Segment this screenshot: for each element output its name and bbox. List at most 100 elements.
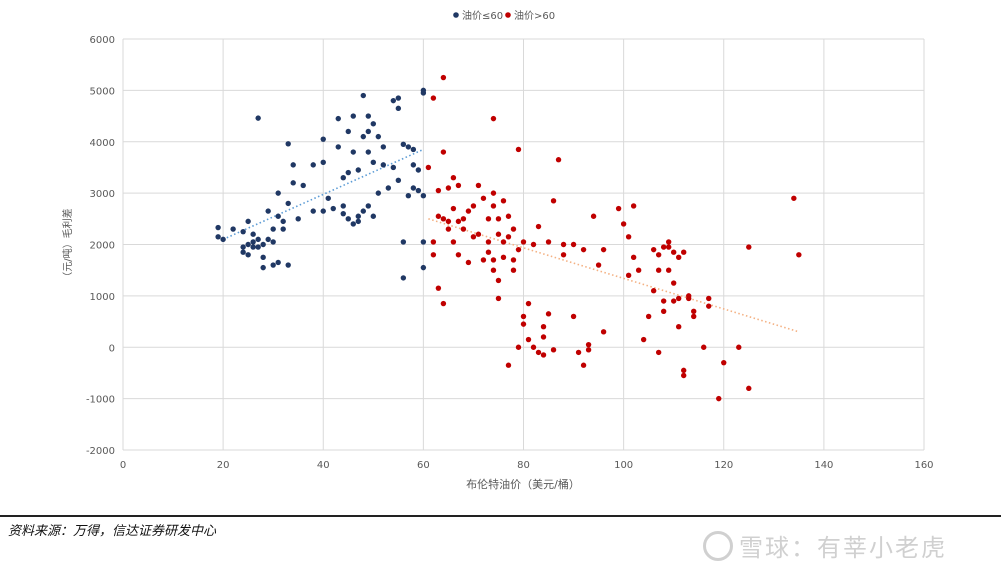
data-point [350,149,356,155]
footer-divider [0,515,1001,517]
data-point [525,300,532,307]
x-tick-label: 100 [614,460,633,471]
data-point [340,203,346,209]
data-point [590,213,597,219]
y-tick-label: 6000 [90,35,115,46]
data-point [475,182,482,189]
data-point [681,372,687,379]
data-point [350,221,356,227]
data-point [746,385,752,392]
y-tick-label: -1000 [86,395,115,406]
data-point [340,175,346,181]
data-point [440,74,447,81]
data-point [625,272,632,279]
y-tick-label: 3000 [90,189,115,200]
data-point [655,267,662,273]
data-point [325,195,331,201]
data-point [455,182,462,189]
data-point [681,249,687,255]
trendlines [222,148,800,333]
data-point [470,203,477,209]
data-point [365,128,372,135]
data-point [370,213,377,219]
data-point [440,216,447,222]
data-point [665,244,672,250]
data-point [255,115,261,121]
data-point [295,216,301,222]
data-point [691,308,697,314]
data-point [635,267,642,273]
data-point [796,252,802,258]
data-point [560,252,567,258]
source-note: 资料来源：万得，信达证券研发中心 [8,524,217,539]
data-point [675,254,682,261]
data-point [385,185,392,191]
data-point [670,298,677,304]
data-point [485,249,492,255]
data-point [360,133,366,140]
x-tick-label: 20 [217,460,230,471]
data-point [670,280,677,286]
data-point [505,234,512,240]
data-point [520,313,527,320]
data-point [220,236,226,243]
data-point [215,224,221,231]
data-point [405,192,412,199]
data-point [545,239,552,245]
data-point [275,213,281,219]
data-point [455,218,462,225]
data-point [650,246,657,253]
data-point [245,241,251,248]
data-point [475,231,482,237]
data-point [550,198,557,204]
data-point [465,208,472,214]
data-point [355,213,361,219]
data-point [520,239,527,245]
y-tick-label: 1000 [90,292,115,303]
data-point [645,313,652,320]
data-point [540,352,547,358]
x-tick-label: 60 [417,460,430,471]
data-point [330,205,336,212]
data-point [290,162,296,168]
data-point [490,203,497,209]
watermark: 雪球：有莘小老虎 [703,528,947,564]
data-point [435,213,442,219]
data-point [736,344,742,350]
data-point [510,257,517,263]
data-point [495,231,502,237]
data-point [555,157,562,163]
data-point [495,295,502,302]
data-point [460,216,467,222]
data-point [665,267,672,273]
data-point [445,185,452,191]
data-point [245,252,251,258]
data-point [675,295,682,302]
data-point [390,164,397,171]
data-point [400,275,407,281]
data-point [510,226,517,232]
data-point [540,324,547,330]
data-point [716,395,722,402]
data-point [420,87,427,94]
data-point [450,239,457,245]
y-axis-ticks: -2000 -1000 0 1000 2000 3000 4000 5000 6000 [86,35,115,457]
data-point [335,144,341,150]
data-point [380,144,387,150]
data-point [675,324,682,330]
data-point [270,239,276,245]
data-point [660,308,667,314]
scatter-chart: 0 20 40 60 80 100 120 140 160 -2000 -1000 0 1000 200… [61,9,934,491]
data-point [265,208,271,214]
data-point [580,246,587,253]
data-point [640,336,647,343]
data-point [310,208,316,214]
data-point [465,259,472,266]
data-point [365,149,372,155]
y-tick-label: 0 [109,343,115,354]
data-point [515,246,522,253]
data-point [255,236,261,243]
data-point [440,149,447,155]
data-point [320,159,326,165]
data-point [300,182,306,189]
